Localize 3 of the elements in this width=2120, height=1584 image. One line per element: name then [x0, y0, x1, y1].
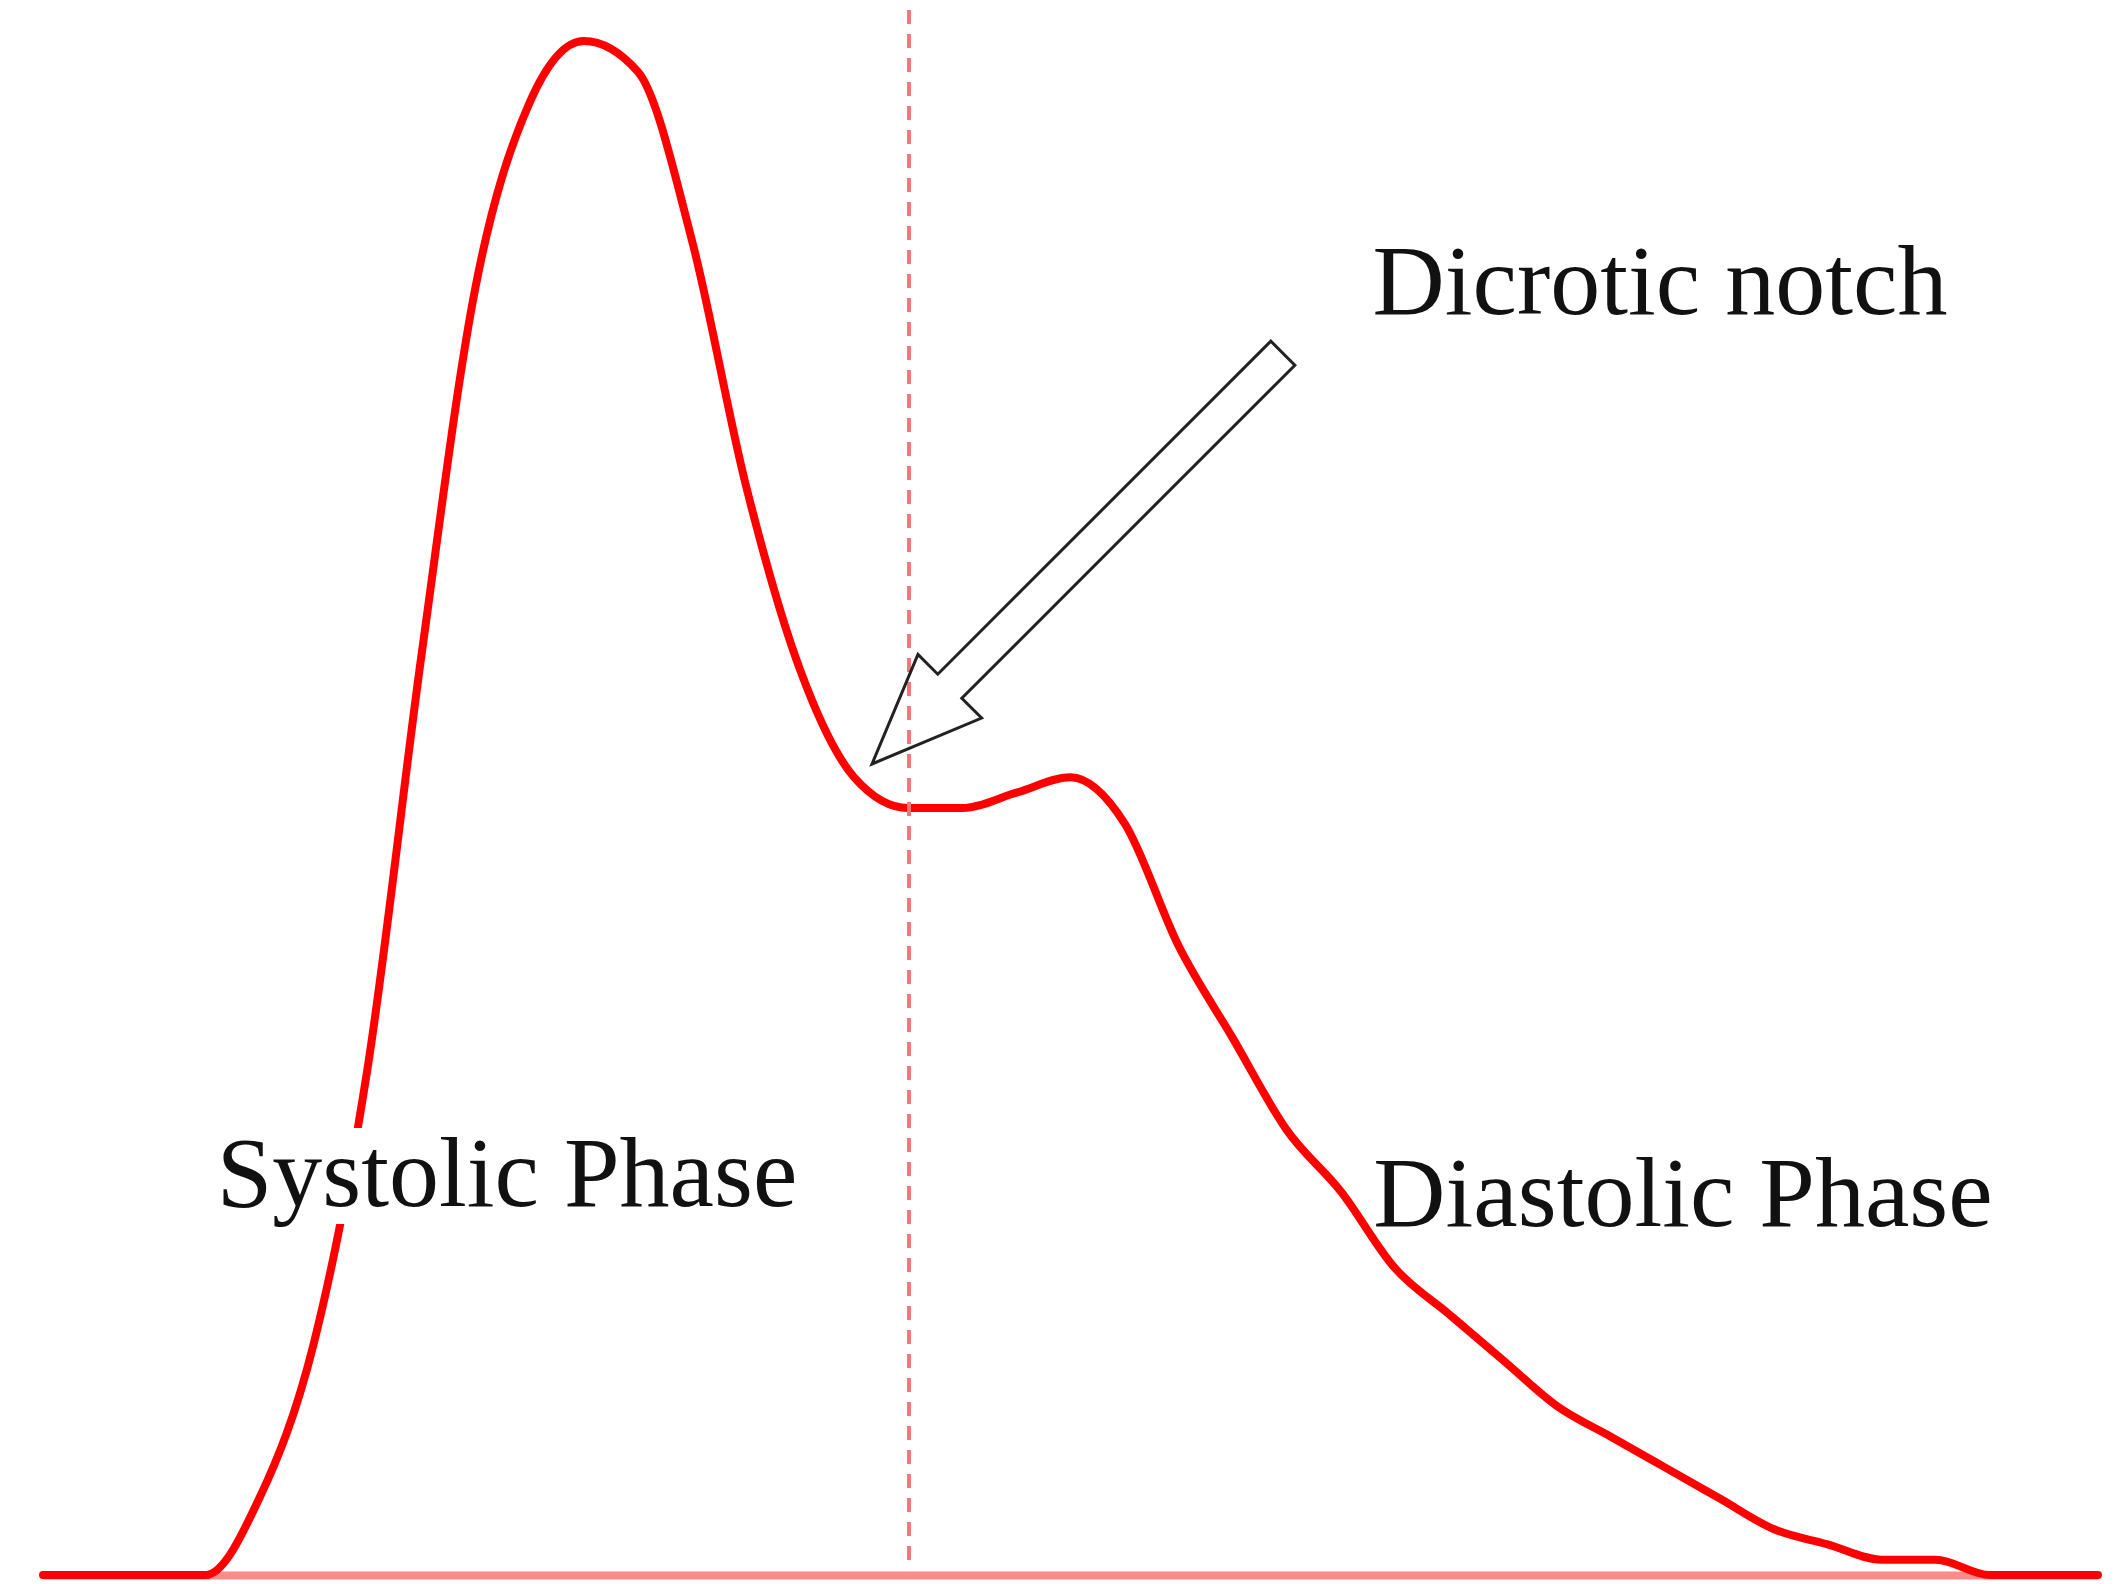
annotation: Dicrotic notch [1372, 225, 1948, 336]
annotation: Systolic Phase [216, 1117, 798, 1228]
annotation: Diastolic Phase [1373, 1137, 1993, 1248]
